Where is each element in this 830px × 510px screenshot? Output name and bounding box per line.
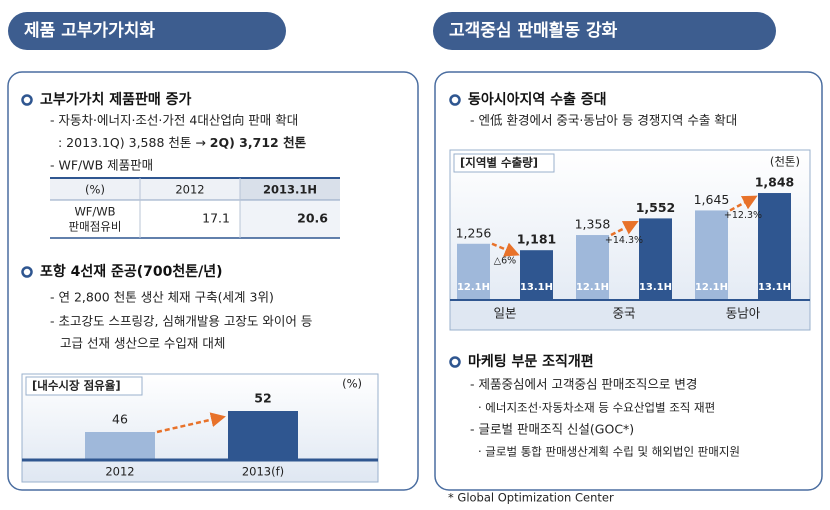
table-cell (240, 200, 340, 238)
bar (457, 243, 490, 300)
left-header-pill (8, 12, 286, 50)
trend-arrow (610, 221, 639, 237)
annotation: +12.3% (724, 210, 762, 221)
value-label: 1,552 (636, 200, 676, 215)
value-label: 1,256 (456, 225, 492, 240)
table-value: 17.1 (202, 211, 230, 226)
left-header: 제품 고부가가치화 (24, 21, 155, 41)
line: - 초고강도 스프링강, 심해개발용 고장도 와이어 등 (50, 314, 312, 329)
detail-line: : 2013.1Q) 3,588 천톤 → 2Q) 3,712 천톤 (58, 135, 307, 150)
chart-title: [내수시장 점유율] (32, 379, 121, 393)
detail: : 2013.1Q) 3,588 천톤 → (58, 135, 210, 150)
footnote: * Global Optimization Center (448, 491, 614, 505)
table-row-label: WF/WB (74, 205, 115, 219)
table-header: 2012 (175, 183, 204, 197)
bullet (449, 94, 461, 106)
series-label: 13.1H (758, 282, 791, 293)
bar (520, 250, 553, 300)
line: - 제품중심에서 고객중심 판매조직으로 변경 (470, 377, 697, 392)
series-label: 13.1H (520, 282, 553, 293)
table-header: (%) (85, 183, 105, 197)
line: - 자동차·에너지·조선·가전 4대산업向 판매 확대 (50, 113, 298, 128)
section-title: 마케팅 부문 조직개편 (468, 353, 594, 370)
plot-floor (451, 300, 809, 329)
value-label: 1,645 (694, 192, 730, 207)
series-label: 13.1H (639, 282, 672, 293)
value-label: 1,848 (755, 175, 795, 190)
section-title: 고부가가치 제품판매 증가 (40, 92, 192, 108)
bullet (449, 356, 461, 368)
line: - 연 2,800 천톤 생산 체재 구축(세계 3위) (50, 290, 274, 305)
x-tick-label: 2012 (105, 465, 134, 479)
section-title: 동아시아지역 수출 증대 (468, 91, 607, 108)
line: - 엔低 환경에서 중국·동남아 등 경쟁지역 수출 확대 (470, 113, 737, 128)
annotation: △6% (494, 255, 516, 266)
bar (695, 210, 728, 300)
x-tick-label: 2013(f) (242, 465, 284, 479)
trend-arrow (491, 242, 520, 257)
value-label: 1,358 (575, 217, 611, 232)
bullet (21, 94, 33, 106)
bullet (21, 266, 33, 278)
detail-bold: 2Q) 3,712 천톤 (210, 135, 307, 150)
series-label: 12.1H (576, 282, 609, 293)
chart-title-box (453, 153, 555, 173)
value-label: 1,181 (517, 232, 557, 247)
annotation: +14.3% (605, 235, 643, 246)
line: · 글로벌 통합 판매생산계획 수립 및 해외법인 판매지원 (478, 445, 740, 459)
trend-arrow (156, 412, 226, 434)
chart-title: [지역별 수출량] (460, 156, 538, 170)
chart-unit: (천톤) (770, 155, 800, 169)
x-tick-label: 일본 (493, 306, 516, 321)
series-label: 12.1H (457, 282, 490, 293)
line: 고급 선재 생산으로 수입재 대체 (60, 336, 225, 351)
x-tick-label: 동남아 (726, 306, 761, 321)
series-label: 12.1H (695, 282, 728, 293)
bar (576, 235, 609, 300)
chart-title-box (25, 376, 143, 396)
right-header: 고객중심 판매활동 강화 (449, 20, 618, 41)
line: - 글로벌 판매조직 신설(GOC*) (470, 422, 634, 437)
section-title: 포항 4선재 준공(700천톤/년) (40, 263, 223, 280)
line: · 에너지조선·자동차소재 등 수요산업별 조직 재편 (478, 401, 715, 415)
bar (85, 432, 155, 460)
x-tick-label: 중국 (612, 306, 635, 321)
table-row-label: 판매점유비 (69, 220, 122, 234)
bar (639, 218, 672, 300)
line: - WF/WB 제품판매 (50, 158, 153, 173)
table-header: 2013.1H (263, 183, 317, 197)
value-label: 46 (112, 412, 128, 427)
trend-arrow (729, 195, 758, 212)
value-label: 52 (254, 391, 271, 406)
bar (228, 411, 298, 460)
chart-unit: (%) (342, 377, 362, 391)
bar (758, 193, 791, 300)
table-header-cell (240, 178, 340, 200)
table-value: 20.6 (297, 211, 328, 226)
right-header-pill (433, 12, 776, 50)
